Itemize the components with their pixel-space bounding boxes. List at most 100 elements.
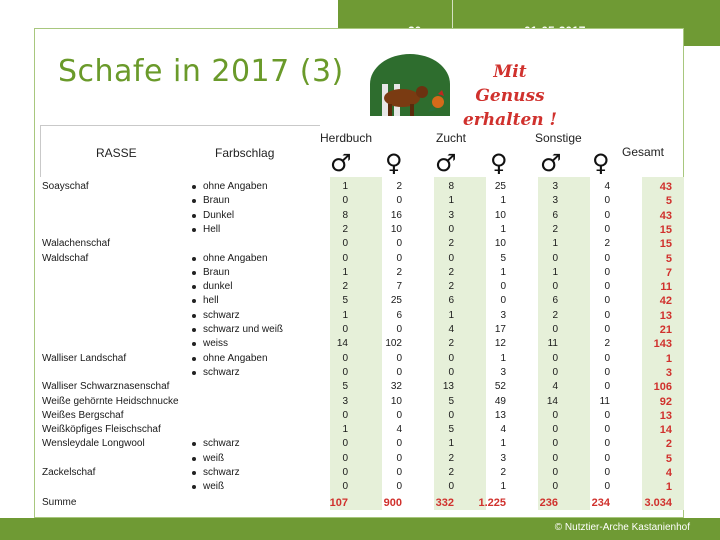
farbschlag-name: Hell <box>203 223 221 235</box>
row-total: 4 <box>665 467 672 479</box>
table-cell-value: 0 <box>552 467 558 478</box>
table-cell-value: 0 <box>604 252 610 264</box>
farbschlag-name: hell <box>203 295 219 307</box>
rasse-name: Soayschaf <box>42 181 89 192</box>
summe-total: 3.034 <box>644 496 672 509</box>
table-cell-value: 0 <box>396 324 402 335</box>
farbschlag-name: schwarz <box>203 438 240 450</box>
farm-logo: Mit Genuss erhalten ! <box>362 54 562 130</box>
table-cell-value: 2 <box>342 281 348 293</box>
table-cell-value: 0 <box>552 424 558 436</box>
table-cell-value: 13 <box>494 409 506 421</box>
table-cell-value: 6 <box>552 209 558 221</box>
table-cell-value: 0 <box>604 381 610 393</box>
table-cell-value: 0 <box>604 467 610 478</box>
row-total: 42 <box>659 295 672 308</box>
col-sonstige-female <box>590 177 642 510</box>
table-cell-value: 14 <box>336 338 348 350</box>
table-cell-value: 0 <box>552 366 558 378</box>
table-cell-value: 8 <box>448 181 454 192</box>
row-total: 92 <box>659 395 672 408</box>
bullet-point <box>192 313 196 318</box>
table-cell-value: 6 <box>552 295 558 307</box>
table-cell-value: 0 <box>342 409 348 421</box>
table-cell-value: 2 <box>396 266 402 278</box>
table-cell-value: 1 <box>500 438 506 450</box>
table-cell-value: 2 <box>342 223 348 235</box>
row-total: 13 <box>659 409 672 422</box>
table-cell-value: 0 <box>604 295 610 307</box>
table-cell-value: 25 <box>494 181 506 192</box>
table-cell-value: 0 <box>396 195 402 207</box>
table-cell-value: 0 <box>342 195 348 207</box>
table-cell-value: 0 <box>342 238 348 250</box>
farbschlag-name: weiß <box>203 452 225 464</box>
table-cell-value: 0 <box>396 252 402 264</box>
table-cell-value: 102 <box>385 338 402 350</box>
table-cell-value: 0 <box>448 481 454 493</box>
table-cell-value: 13 <box>442 381 454 393</box>
table-cell-value: 3 <box>500 309 506 321</box>
table-cell-value: 3 <box>552 181 558 192</box>
female-symbol-herdbuch: ♀ <box>385 149 403 177</box>
table-cell-value: 0 <box>342 324 348 335</box>
table-cell-value: 0 <box>604 366 610 378</box>
table-cell-value: 11 <box>599 395 610 407</box>
row-total: 1 <box>665 352 672 365</box>
table-cell-value: 0 <box>396 409 402 421</box>
table-cell-value: 0 <box>342 252 348 264</box>
table-cell-value: 0 <box>552 438 558 450</box>
table-cell-value: 4 <box>604 181 610 192</box>
table-cell-value: 0 <box>448 409 454 421</box>
logo-slogan: Mit Genuss erhalten ! <box>458 60 562 132</box>
table-cell-value: 1 <box>552 266 558 278</box>
rasse-name: Weißes Bergschaf <box>42 409 124 421</box>
farbschlag-name: ohne Angaben <box>203 352 268 364</box>
table-cell-value: 1 <box>342 181 348 192</box>
table-cell-value: 4 <box>448 324 454 335</box>
table-cell-value: 0 <box>342 366 348 378</box>
row-total: 5 <box>665 195 672 208</box>
table-cell-value: 1 <box>342 309 348 321</box>
rasse-name: Wensleydale Longwool <box>42 438 145 450</box>
row-total: 15 <box>659 223 672 236</box>
bullet-point <box>192 256 196 261</box>
table-cell-value: 0 <box>604 452 610 464</box>
table-cell-value: 0 <box>604 424 610 436</box>
row-total: 43 <box>659 209 672 222</box>
summe-value: 107 <box>329 496 348 509</box>
sheep-table: RASSE Farbschlag Herdbuch Zucht Sonstige… <box>40 125 690 510</box>
logo-slogan-line1: Mit Genuss <box>475 62 545 106</box>
header-groups: Herdbuch Zucht Sonstige Gesamt <box>320 125 664 177</box>
table-cell-value: 0 <box>342 438 348 450</box>
table-cell-value: 10 <box>494 238 506 250</box>
bullet-point <box>192 328 196 332</box>
farbschlag-name: Braun <box>203 195 230 207</box>
table-cell-value: 2 <box>448 238 454 250</box>
summe-value: 236 <box>539 496 558 509</box>
table-cell-value: 0 <box>396 438 402 450</box>
rasse-name: Waldschaf <box>42 252 89 264</box>
table-cell-value: 5 <box>342 381 348 393</box>
table-cell-value: 1 <box>448 195 454 207</box>
farbschlag-name: schwarz <box>203 467 240 478</box>
table-cell-value: 2 <box>500 467 506 478</box>
bullet-point <box>192 299 196 304</box>
header-rasse-farbschlag: RASSE Farbschlag <box>40 125 330 177</box>
bullet-point <box>192 356 196 361</box>
table-cell-value: 0 <box>604 266 610 278</box>
table-cell-value: 0 <box>552 252 558 264</box>
table-cell-value: 0 <box>342 352 348 364</box>
rasse-name: Zackelschaf <box>42 467 96 478</box>
table-cell-value: 2 <box>552 223 558 235</box>
row-total: 5 <box>665 252 672 265</box>
farbschlag-name: schwarz <box>203 309 240 321</box>
table-cell-value: 1 <box>552 238 558 250</box>
row-total: 5 <box>665 452 672 465</box>
bullet-point <box>192 227 196 232</box>
male-symbol-zucht: ♂ <box>435 149 457 177</box>
bullet-point <box>192 342 196 347</box>
table-cell-value: 12 <box>494 338 506 350</box>
table-cell-value: 2 <box>604 238 610 250</box>
table-cell-value: 16 <box>390 209 402 221</box>
